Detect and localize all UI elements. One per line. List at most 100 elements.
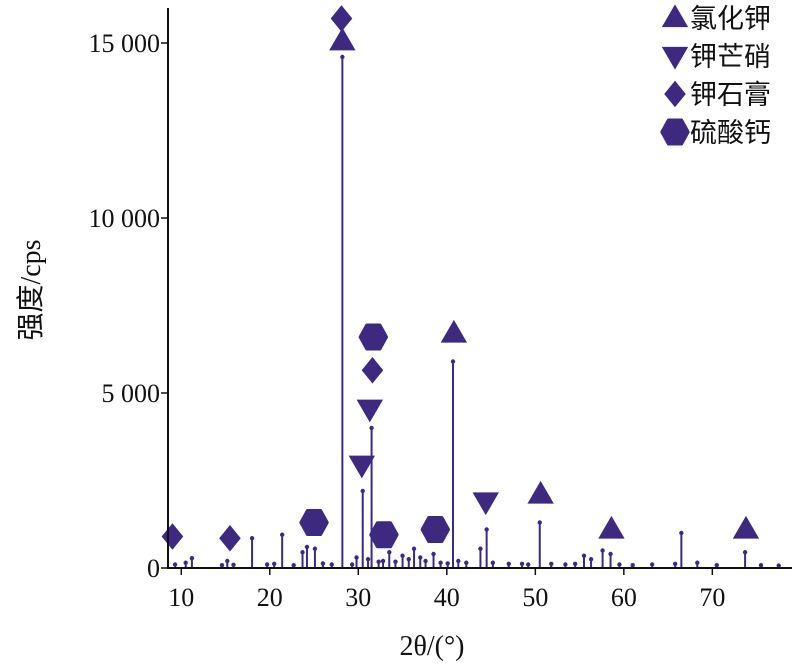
triangle-up-legend-icon	[661, 4, 689, 28]
peak-point	[519, 561, 525, 566]
peak-point	[406, 557, 411, 562]
hexagon-legend-icon	[660, 118, 690, 146]
peak-point	[776, 563, 781, 568]
peak-point	[231, 562, 236, 568]
hexagon-phase-marker	[358, 323, 389, 351]
peak-point	[387, 550, 392, 555]
peak-point	[456, 558, 461, 564]
peak-point	[300, 550, 305, 555]
peak-point	[450, 359, 456, 364]
x-tick-label: 40	[434, 583, 460, 612]
peak-point	[563, 562, 568, 567]
peak-point	[588, 557, 594, 562]
peak-point	[418, 555, 423, 560]
x-axis-title: 2θ/(°)	[399, 631, 464, 662]
peak-point	[490, 560, 496, 565]
peak-point	[537, 520, 542, 525]
peak-point	[369, 425, 374, 431]
peak-point	[506, 561, 511, 566]
axes-layer	[167, 8, 792, 569]
peak-point	[312, 546, 318, 551]
peak-point	[340, 54, 345, 60]
diamond-phase-marker	[361, 357, 384, 384]
hexagon-phase-marker	[420, 516, 451, 543]
y-axis-title: 强度/cps	[15, 239, 47, 340]
peak-point	[438, 560, 443, 565]
peak-point	[549, 561, 554, 566]
diamond-legend-icon	[664, 80, 686, 108]
legend-label: 钾石膏	[690, 80, 771, 111]
legend-label: 氯化钾	[690, 4, 771, 35]
peak-point	[189, 556, 195, 561]
peak-point	[219, 563, 225, 568]
x-tick-label: 20	[257, 583, 283, 612]
peak-point	[272, 561, 277, 566]
triangle-up-phase-marker	[329, 27, 356, 51]
diamond-phase-marker	[219, 525, 241, 552]
peak-point	[478, 546, 483, 551]
peak-point	[672, 561, 678, 566]
triangle-up-phase-marker	[527, 480, 554, 504]
hexagon-phase-marker	[369, 521, 399, 549]
peak-point	[608, 551, 613, 557]
peak-point	[464, 560, 469, 565]
legend-label: 硫酸钙	[690, 118, 771, 149]
y-tick-label: 10 000	[89, 204, 161, 233]
peak-point	[630, 563, 635, 568]
peak-point	[380, 558, 386, 564]
peak-point	[279, 532, 285, 537]
peak-point	[423, 558, 428, 564]
ticks-layer: 10 20 30 40 50 60 70 0 5 000 10 000 15 000	[89, 29, 726, 612]
markers-layer	[161, 5, 760, 552]
peak-point	[354, 555, 359, 560]
triangle-down-legend-icon	[661, 46, 689, 70]
peak-point	[649, 562, 655, 567]
peak-point	[714, 563, 719, 568]
peak-point	[526, 562, 531, 567]
peak-point	[679, 530, 684, 536]
x-tick-label: 60	[611, 583, 637, 612]
peak-point	[360, 488, 365, 494]
x-tick-label: 30	[345, 583, 371, 612]
peak-point	[225, 558, 230, 564]
x-tick-label: 70	[699, 583, 725, 612]
triangle-up-phase-marker	[598, 515, 625, 539]
peak-point	[393, 559, 398, 564]
peak-point	[431, 551, 436, 557]
peaks-layer	[172, 54, 781, 568]
y-tick-label: 5 000	[102, 379, 161, 408]
peak-point	[264, 562, 270, 567]
peak-point	[742, 550, 748, 555]
peak-point	[349, 562, 355, 567]
x-tick-label: 10	[168, 583, 194, 612]
hexagon-phase-marker	[299, 509, 329, 536]
peak-point	[376, 559, 381, 564]
peak-point	[183, 560, 188, 565]
legend-label: 钾芒硝	[690, 42, 771, 73]
triangle-up-phase-marker	[440, 319, 468, 343]
y-tick-label: 0	[147, 554, 160, 583]
triangle-down-phase-marker	[356, 399, 384, 423]
y-tick-label: 15 000	[89, 29, 161, 58]
peak-point	[572, 561, 578, 566]
peak-point	[329, 562, 334, 567]
peak-point	[695, 560, 700, 565]
peak-point	[291, 563, 296, 568]
peak-point	[365, 557, 371, 562]
diamond-phase-marker	[330, 5, 353, 32]
peak-point	[617, 562, 622, 567]
peak-point	[484, 527, 489, 532]
peak-point	[758, 563, 764, 568]
triangle-down-phase-marker	[472, 492, 499, 516]
peak-point	[320, 561, 326, 566]
diamond-phase-marker	[161, 523, 184, 550]
peak-point	[411, 546, 417, 551]
peak-point	[581, 553, 587, 558]
x-tick-label: 50	[522, 583, 548, 612]
peak-point	[445, 561, 450, 566]
peak-point	[172, 562, 178, 567]
peak-point	[249, 536, 255, 541]
triangle-up-phase-marker	[732, 515, 760, 539]
